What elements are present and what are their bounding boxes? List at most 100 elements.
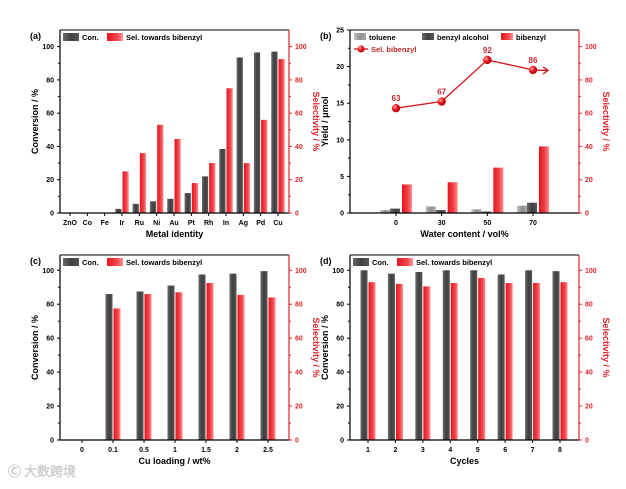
y-right-tick-label: 0 [585,211,589,218]
bar-sel-towards-bibenzyl [206,283,214,440]
bar-sel-towards-bibenzyl [209,163,216,213]
y-tick-label: 0 [340,438,344,445]
panel-c: 0 20 40 60 80 100 0 20 40 60 80 100 0 0.1 0.5 1 1.5 2 2.5 C… [30,254,321,466]
bar-sel-towards-bibenzyl [261,119,268,213]
y-tick-label: 20 [336,404,344,411]
bar-sel-towards-bibenzyl [450,283,458,440]
bar-con- [198,274,206,440]
point-sel-bibenzyl [483,55,492,65]
bar-sel-towards-bibenzyl [191,183,199,213]
x-tick-label: 0.1 [108,447,118,454]
legend-swatch [107,33,123,41]
bar-benzyl-alcohol [435,210,446,213]
x-tick-label: 30 [438,220,446,227]
bar-con- [497,274,505,440]
y-tick-label: 0 [50,438,54,445]
y-tick-label: 0 [50,211,54,218]
y-right-tick-label: 20 [585,404,593,411]
y-tick-label: 40 [46,144,54,151]
bar-bibenzyl [402,184,412,213]
bar-benzyl-alcohol [527,202,537,213]
point-sel-bibenzyl [391,103,401,113]
y-right-tick-label: 40 [295,144,303,151]
y-tick-label: 100 [332,268,344,275]
x-tick-label: 2 [393,447,397,454]
bar-sel-towards-bibenzyl [478,277,486,440]
bar-con- [201,176,209,213]
panel-label: (d) [320,256,332,266]
y-tick-label: 80 [46,302,54,309]
legend-swatch [422,33,434,40]
panel-d: 0 20 40 60 80 100 0 20 40 60 80 100 1 2 3 4 5 6 7 8 Cycles Co… [320,254,611,466]
y-axis-title: Conversion / % [30,89,40,154]
legend-label: Con. [82,258,99,267]
x-tick-label: 0 [394,220,398,227]
y-tick-label: 40 [336,370,344,377]
y-right-axis-title: Selectivity / % [601,317,611,377]
bar-sel-towards-bibenzyl [175,292,183,440]
y-right-tick-label: 80 [295,302,303,309]
bar-sel-towards-bibenzyl [144,294,152,440]
x-tick-label: 8 [558,447,562,454]
bar-con- [229,273,237,440]
y-right-tick-label: 100 [295,268,307,275]
panel-a: 0 20 40 60 80 100 0 20 40 60 80 100 ZnO Co Fe Ir Ru Ni Au P… [30,29,321,239]
y-axis-title: Yield / μmol [320,96,330,146]
bar-bibenzyl [539,146,549,213]
bar-sel-towards-bibenzyl [268,297,276,440]
bar-sel-towards-bibenzyl [139,153,147,213]
bar-toluene [380,210,390,213]
legend-swatch [63,258,79,266]
bar-benzyl-alcohol [481,211,492,213]
bar-con- [415,271,423,440]
legend-swatch [501,33,513,40]
x-tick-label: Ru [135,220,144,227]
bar-con- [105,294,113,440]
legend-label: toluene [369,33,396,42]
bar-con- [132,203,139,213]
bar-sel-towards-bibenzyl [122,171,129,213]
y-right-tick-label: 80 [585,302,593,309]
bar-con- [260,271,268,440]
bar-con- [525,270,533,440]
y-right-tick-label: 80 [585,77,593,84]
panel-b: 63 67 92 86 0 5 10 15 20 25 0 20 40 60 80 100 0 30 50 70 Wat… [320,28,611,240]
legend-label: Con. [82,33,99,42]
x-tick-label: Ni [153,220,160,227]
x-tick-label: 50 [483,220,491,227]
bar-con- [387,273,395,440]
y-tick-label: 20 [46,404,54,411]
x-tick-label: 2.5 [263,447,273,454]
bar-con- [219,148,226,213]
data-label: 67 [437,88,446,97]
bar-sel-towards-bibenzyl [243,163,251,213]
y-right-tick-label: 100 [585,268,597,275]
y-right-tick-label: 20 [585,177,593,184]
x-tick-label: ZnO [63,220,78,227]
x-tick-label: Ir [120,220,125,227]
bar-sel-towards-bibenzyl [157,124,164,213]
bar-con- [236,57,243,214]
bar-sel-towards-bibenzyl [113,308,121,440]
bar-con- [149,201,157,213]
legend-label: Sel. towards bibenzyl [126,258,202,267]
data-label: 92 [483,46,492,55]
legend-swatch [354,33,366,40]
y-tick-label: 80 [336,302,344,309]
y-right-axis-title: Selectivity / % [311,91,321,151]
x-axis-title: Water content / vol% [420,229,508,239]
bar-sel-towards-bibenzyl [560,282,568,440]
bar-con- [167,198,174,213]
legend-label: Sel. towards bibenzyl [416,258,492,267]
bar-con- [253,52,261,213]
x-tick-label: Ag [239,220,248,227]
bar-sel-towards-bibenzyl [505,283,513,440]
x-tick-label: 3 [421,447,425,454]
bar-sel-towards-bibenzyl [533,283,541,440]
x-tick-label: 1 [366,447,370,454]
x-tick-label: Fe [101,220,109,227]
y-tick-label: 25 [336,28,344,35]
point-sel-bibenzyl [528,65,538,75]
bar-con- [470,270,478,440]
bar-toluene [425,206,436,213]
